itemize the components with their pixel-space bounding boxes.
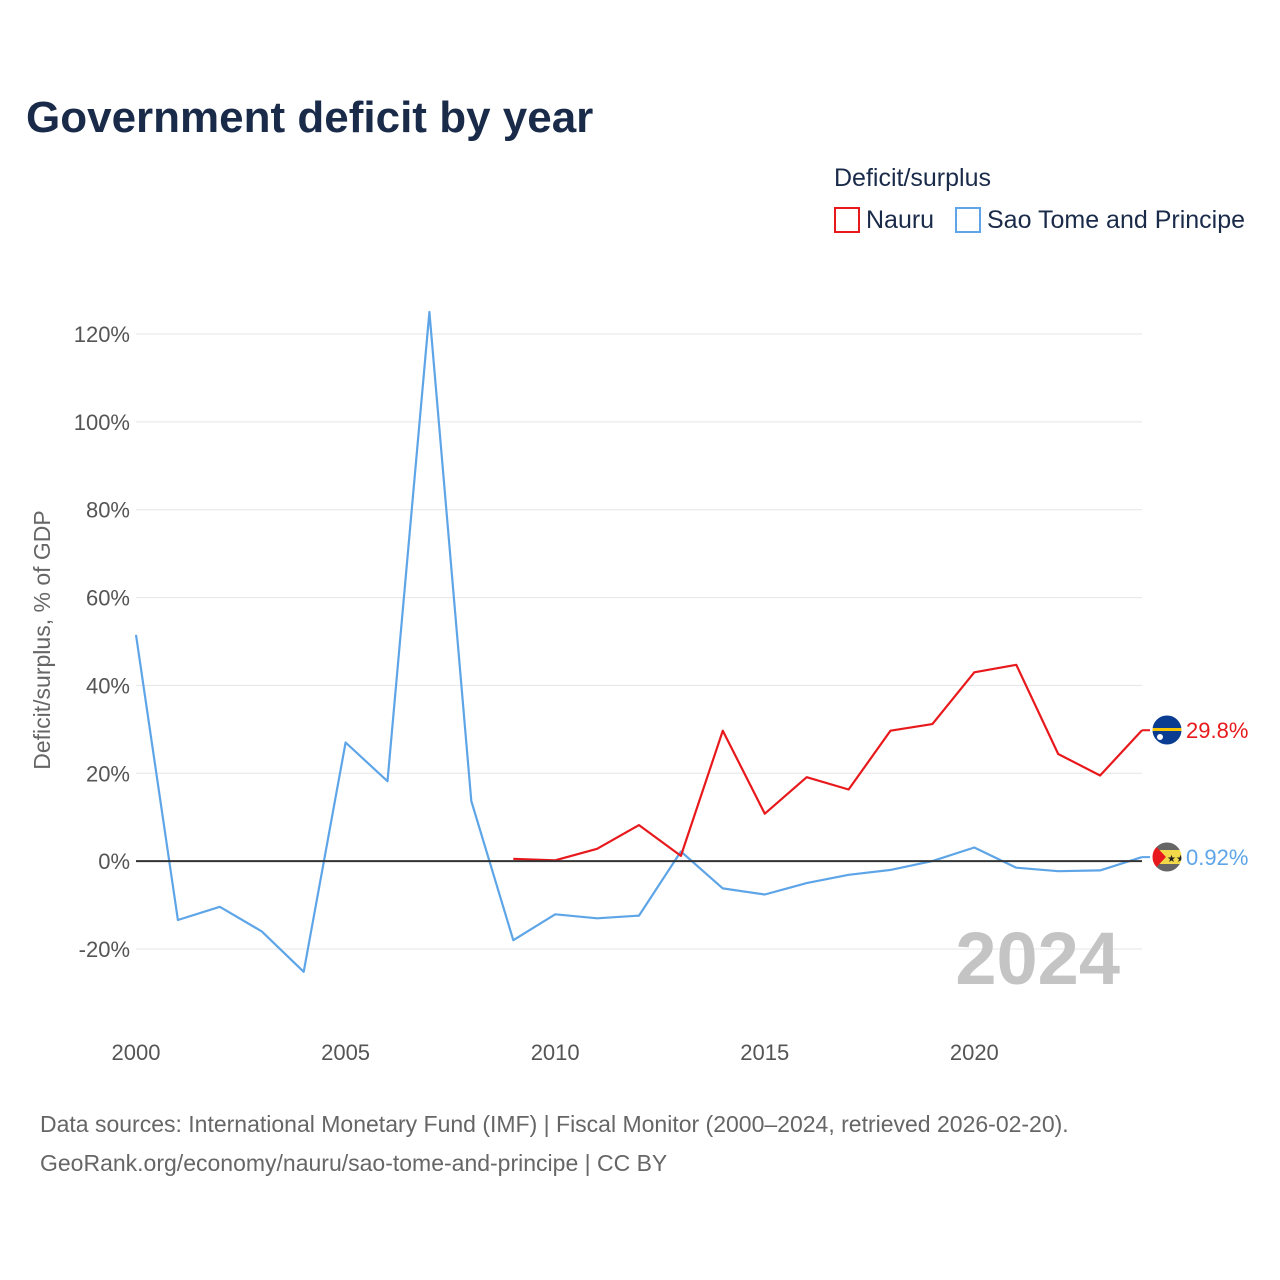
series-lines <box>134 310 1143 973</box>
series-line-nauru <box>513 663 1143 862</box>
x-tick-label: 2000 <box>112 1040 161 1065</box>
y-tick-label: -20% <box>79 937 130 962</box>
end-value-label: 29.8% <box>1186 718 1248 743</box>
legend-title: Deficit/surplus <box>834 164 991 192</box>
legend-label-sao-tome[interactable]: Sao Tome and Principe <box>987 206 1245 234</box>
x-tick-label: 2005 <box>321 1040 370 1065</box>
end-value-label: 0.92% <box>1186 845 1248 870</box>
y-tick-label: 40% <box>86 673 130 698</box>
y-axis-title: Deficit/surplus, % of GDP <box>29 510 55 769</box>
series-line-sao-tome-and-principe <box>134 310 1143 973</box>
nauru-flag-icon <box>1152 715 1182 745</box>
nauru-flag-border <box>1151 714 1183 746</box>
x-tick-label: 2010 <box>531 1040 580 1065</box>
x-tick-label: 2020 <box>950 1040 999 1065</box>
year-watermark: 2024 <box>955 917 1120 1000</box>
sao-tome-flag-border <box>1151 841 1183 873</box>
sao-tome-flag-icon: ★★ <box>1152 842 1185 872</box>
chart-title: Government deficit by year <box>26 93 593 142</box>
y-tick-label: 120% <box>74 322 130 347</box>
y-axis-ticks: -20% 0% 20% 40% 60% 80% 100% 120% <box>74 322 130 962</box>
y-tick-label: 60% <box>86 586 130 611</box>
source-line-1: Data sources: International Monetary Fun… <box>40 1111 1069 1137</box>
x-axis-ticks: 2000 2005 2010 2015 2020 <box>112 1040 999 1065</box>
series-end-markers: 0.92% 29.8% <box>1142 718 1248 870</box>
legend-swatch-nauru[interactable] <box>834 207 860 233</box>
source-line-2[interactable]: GeoRank.org/economy/nauru/sao-tome-and-p… <box>40 1150 667 1176</box>
y-tick-label: 0% <box>98 849 130 874</box>
legend-label-nauru[interactable]: Nauru <box>866 206 934 234</box>
legend: Deficit/surplus Nauru Sao Tome and Princ… <box>834 164 1245 234</box>
y-tick-label: 80% <box>86 498 130 523</box>
y-tick-label: 100% <box>74 410 130 435</box>
x-tick-label: 2015 <box>740 1040 789 1065</box>
svg-text:★★: ★★ <box>1167 854 1185 865</box>
gridlines <box>136 333 1142 950</box>
y-tick-label: 20% <box>86 761 130 786</box>
legend-swatch-sao-tome[interactable] <box>955 207 981 233</box>
